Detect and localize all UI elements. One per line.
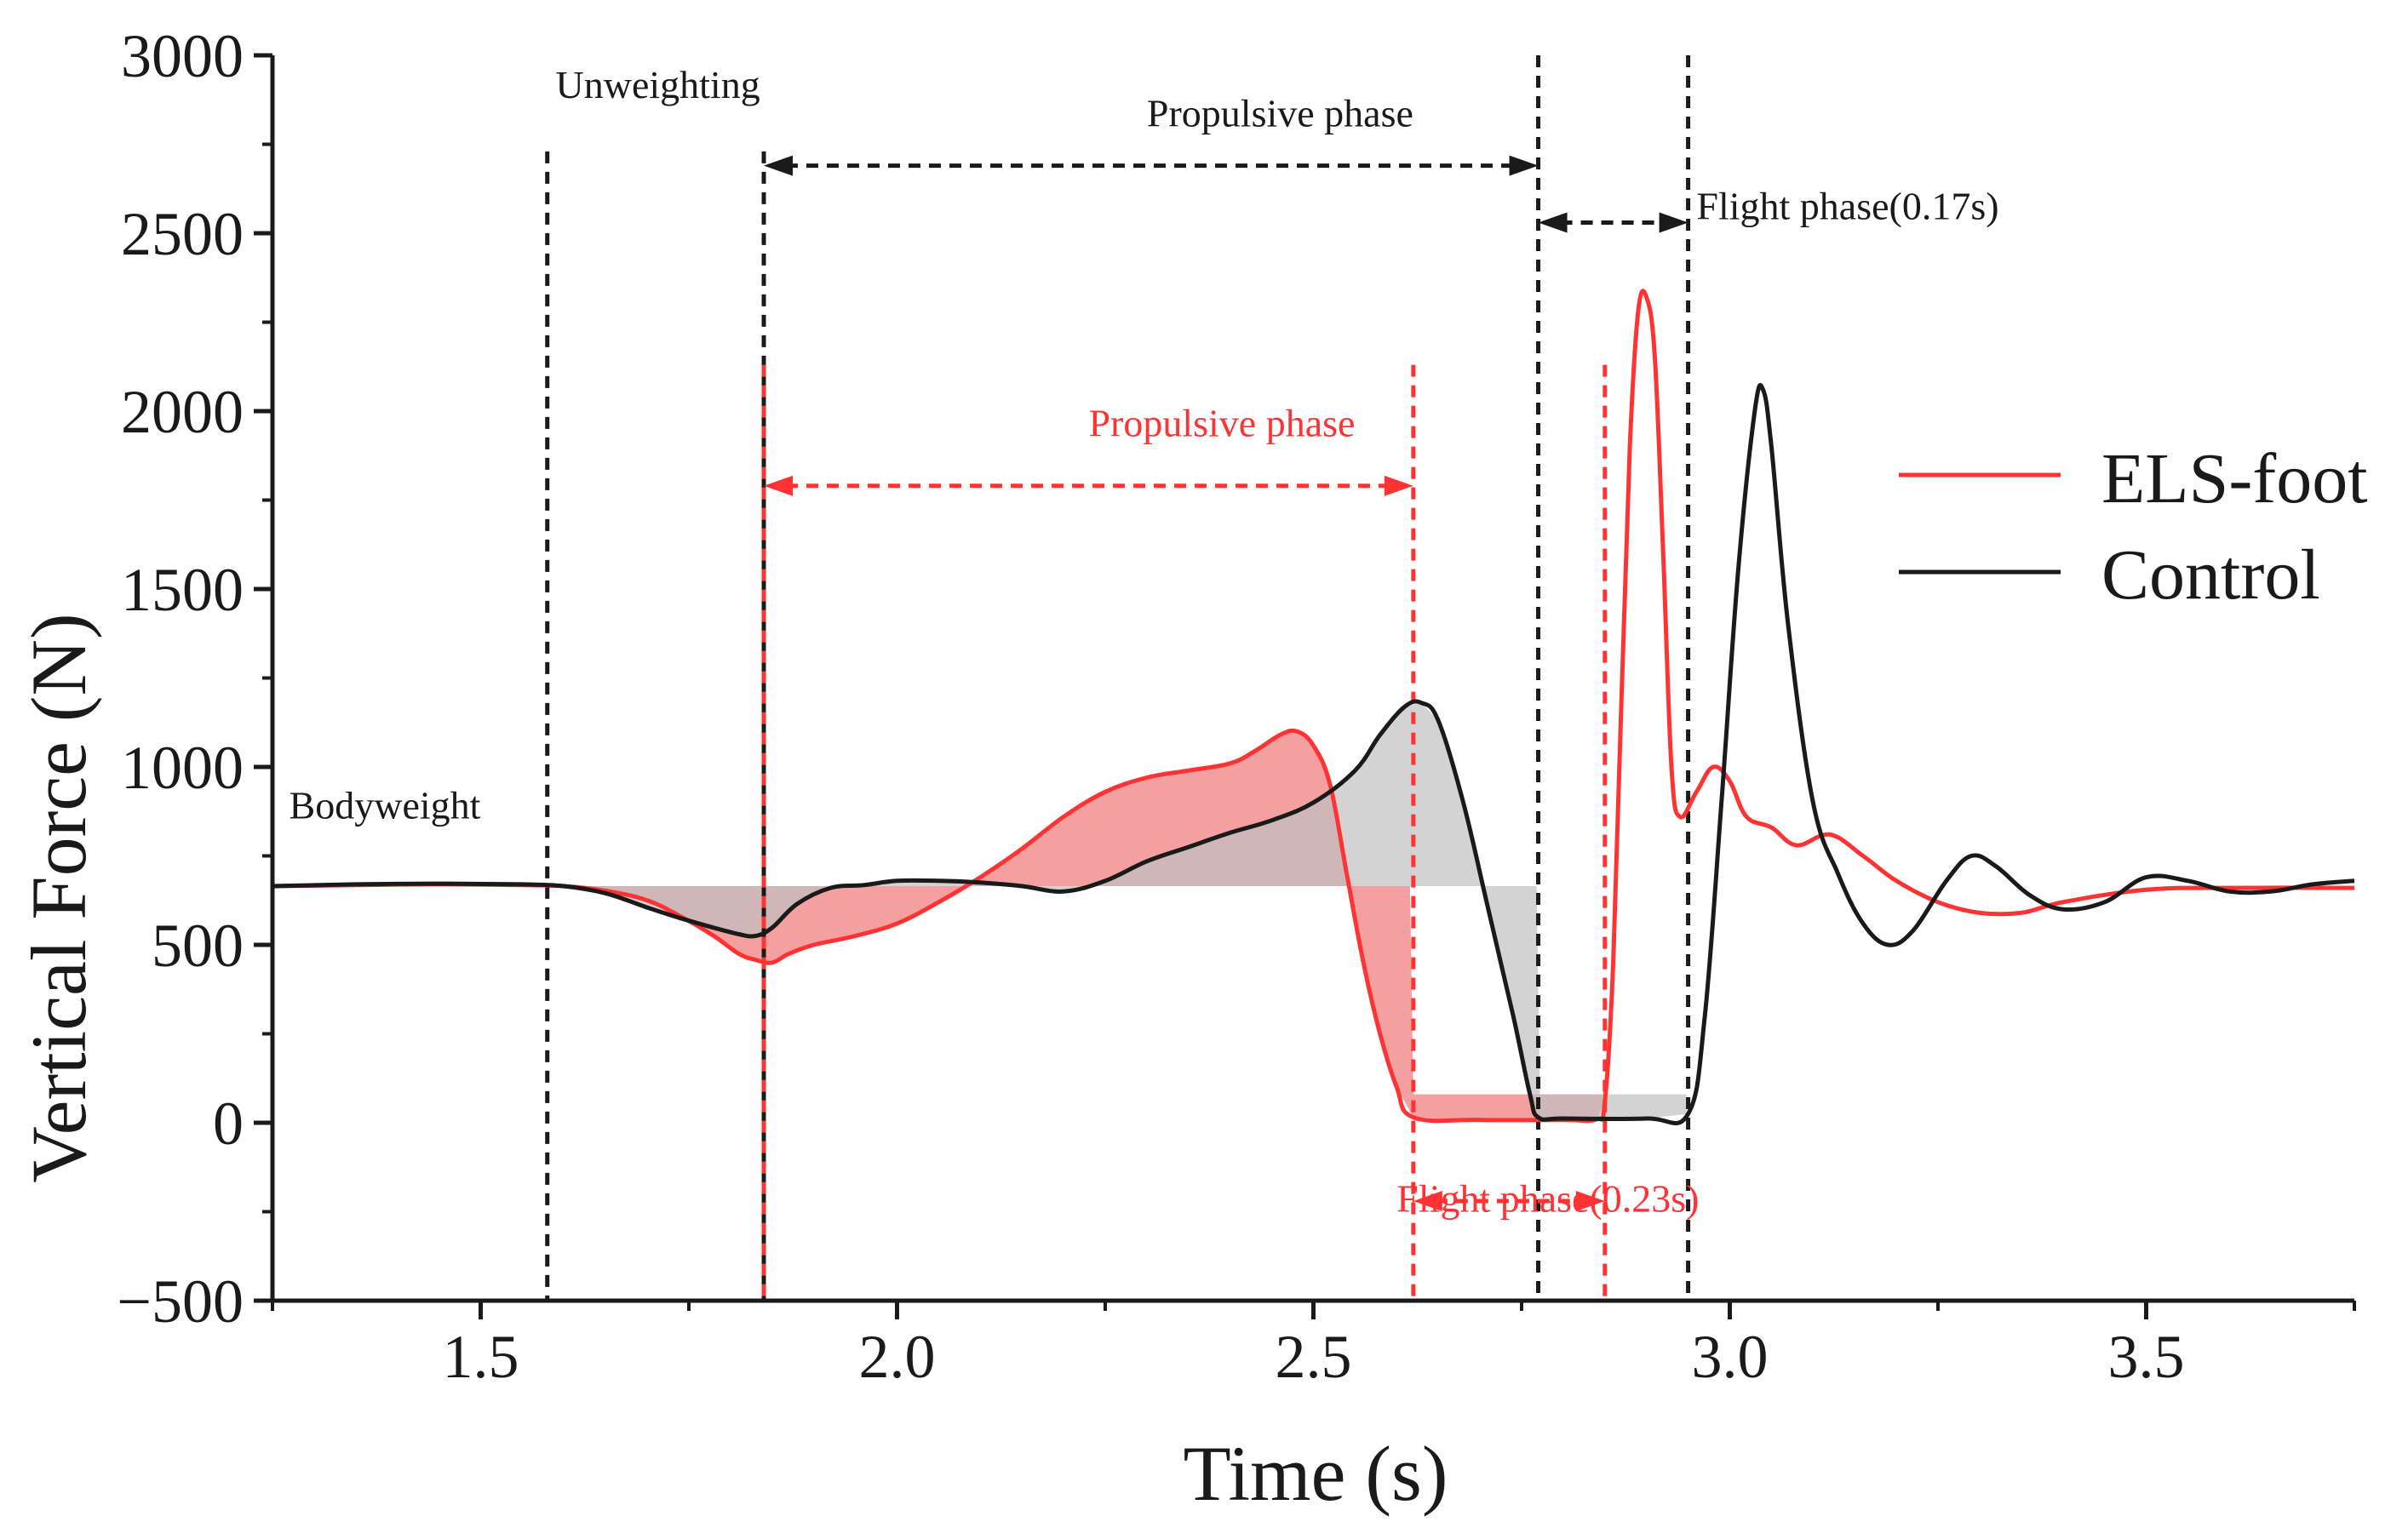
series-line-els-foot — [272, 289, 2355, 1124]
x-tick-label: 2.5 — [1276, 1323, 1352, 1391]
y-tick-label: 0 — [213, 1090, 244, 1158]
arrow-head-right-1 — [1659, 212, 1688, 233]
y-tick-label: 3000 — [121, 22, 244, 90]
shaded-area-control — [547, 703, 1687, 1118]
annotation-flight-phase-0-23s: Flight phase(0.23s) — [1396, 1177, 1699, 1221]
legend: ELS-foot Control — [1899, 439, 2368, 615]
y-axis-title: Vertical Force (N) — [15, 613, 102, 1182]
annotation-propulsive-phase: Propulsive phase — [1147, 92, 1413, 135]
annotation-unweighting: Unweighting — [556, 63, 760, 106]
shaded-areas — [547, 703, 1687, 1119]
y-tick-label: 2000 — [121, 378, 244, 446]
arrow-head-left-3 — [1413, 1190, 1442, 1211]
phase-divider-lines — [545, 55, 1691, 1301]
arrow-head-right-0 — [1509, 155, 1539, 176]
x-tick-label: 3.0 — [1692, 1323, 1769, 1391]
annotation-flight-phase-0-17s: Flight phase(0.17s) — [1696, 184, 1998, 227]
annotation-bodyweight: Bodyweight — [290, 784, 481, 827]
y-tick-label: 500 — [152, 912, 244, 980]
series-line-control — [272, 382, 2355, 1125]
arrow-head-left-0 — [764, 155, 794, 176]
phase-arrows — [764, 155, 1688, 1211]
x-tick-label: 3.5 — [2108, 1323, 2185, 1391]
x-tick-label: 2.0 — [859, 1323, 936, 1391]
arrow-head-left-2 — [764, 475, 794, 496]
y-tick-label: 2500 — [121, 200, 244, 268]
y-tick-label: −500 — [117, 1267, 244, 1336]
y-tick-label: 1000 — [121, 734, 244, 802]
legend-label-els-foot: ELS-foot — [2101, 439, 2368, 518]
arrow-head-right-2 — [1384, 475, 1413, 496]
axis-ticks: −500 0 500 1000 1500 2000 2500 3000 1.5 2.0 2.5 3.0… — [117, 22, 2356, 1391]
arrow-head-left-1 — [1538, 212, 1568, 233]
arrow-head-right-3 — [1575, 1190, 1605, 1211]
annotation-propulsive-phase: Propulsive phase — [1088, 401, 1355, 444]
annotations: Bodyweight Unweighting Propulsive phase Fli… — [290, 63, 1999, 1220]
x-tick-label: 1.5 — [443, 1323, 519, 1391]
y-tick-label: 1500 — [121, 556, 244, 624]
axes — [270, 55, 2354, 1303]
x-axis-title: Time (s) — [1184, 1430, 1448, 1517]
legend-label-control: Control — [2101, 535, 2320, 615]
series-lines — [272, 289, 2355, 1125]
